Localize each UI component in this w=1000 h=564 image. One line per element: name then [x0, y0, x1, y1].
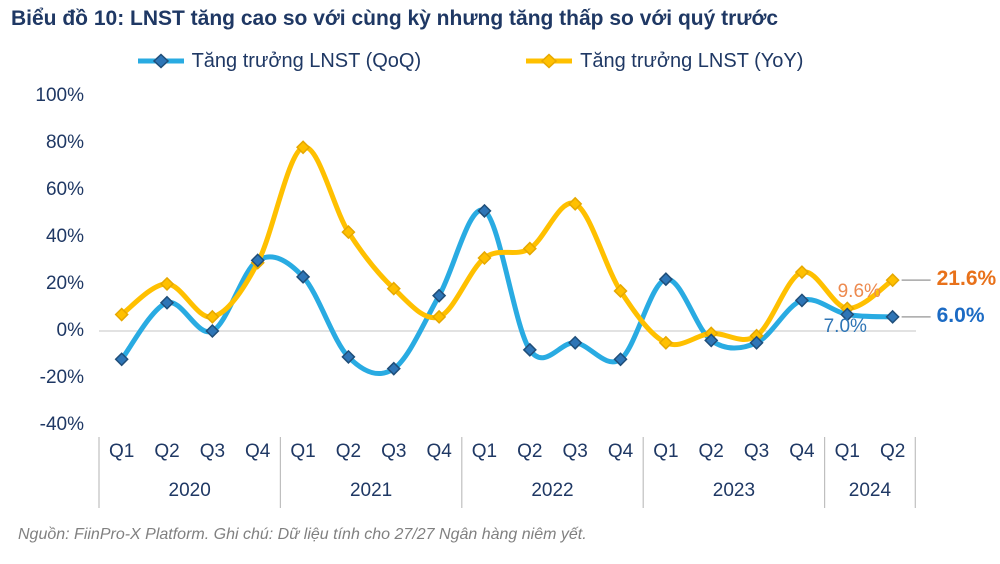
- quarter-label: Q2: [154, 441, 180, 462]
- marker-qoq: [250, 253, 265, 268]
- quarter-label: Q2: [517, 441, 543, 462]
- year-label: 2024: [848, 480, 892, 501]
- quarter-label: Q3: [743, 441, 770, 462]
- marker-qoq: [522, 342, 537, 357]
- marker-yoy: [205, 309, 220, 324]
- marker-qoq: [114, 352, 129, 367]
- marker-qoq: [568, 335, 583, 350]
- data-label-qoq: 7.0%: [823, 315, 867, 337]
- marker-qoq: [885, 309, 900, 324]
- marker-qoq: [296, 269, 311, 284]
- data-label-yoy: 9.6%: [837, 281, 881, 303]
- qoq-line-marker-icon: [137, 53, 184, 69]
- quarter-label: Q3: [381, 441, 407, 462]
- marker-qoq: [159, 295, 175, 310]
- marker-yoy: [794, 265, 809, 280]
- quarter-label: Q3: [562, 441, 588, 462]
- quarter-label: Q4: [789, 441, 815, 462]
- quarter-label: Q4: [426, 441, 452, 462]
- y-tick-label: -40%: [39, 414, 84, 436]
- marker-yoy: [477, 250, 492, 266]
- legend-label-yoy: Tăng trưởng LNST (YoY): [580, 50, 804, 72]
- marker-yoy: [386, 281, 401, 296]
- legend-item-yoy: Tăng trưởng LNST (YoY): [525, 48, 803, 74]
- series-line-yoy: [119, 144, 896, 347]
- marker-yoy: [568, 196, 583, 211]
- marker-qoq: [386, 361, 401, 376]
- legend-item-qoq: Tăng trưởng LNST (QoQ): [137, 48, 422, 74]
- chart-legend: Tăng trưởng LNST (QoQ) Tăng trưởng LNST …: [0, 48, 970, 74]
- marker-qoq: [432, 288, 447, 303]
- quarter-label: Q2: [879, 441, 906, 462]
- marker-qoq: [658, 272, 673, 287]
- quarter-label: Q4: [607, 441, 634, 462]
- year-label: 2021: [349, 480, 393, 501]
- marker-yoy: [296, 140, 311, 155]
- quarter-label: Q1: [653, 441, 679, 462]
- y-tick-label: 100%: [35, 84, 84, 106]
- marker-yoy: [159, 276, 175, 291]
- marker-qoq: [749, 335, 764, 350]
- marker-yoy: [341, 225, 356, 240]
- data-label-qoq: 6.0%: [936, 303, 985, 327]
- marker-qoq: [704, 333, 719, 348]
- year-label: 2022: [531, 480, 574, 501]
- y-tick-label: 40%: [45, 225, 84, 247]
- marker-qoq: [477, 203, 492, 218]
- quarter-label: Q4: [245, 441, 271, 462]
- quarter-label: Q2: [335, 441, 362, 462]
- marker-yoy: [885, 273, 900, 288]
- source-note: Nguồn: FiinPro-X Platform. Ghi chú: Dữ l…: [18, 526, 587, 543]
- legend-label-qoq: Tăng trưởng LNST (QoQ): [191, 50, 422, 72]
- quarter-label: Q1: [108, 441, 135, 462]
- y-tick-label: 80%: [45, 131, 84, 153]
- marker-qoq: [205, 323, 220, 339]
- marker-yoy: [114, 307, 129, 322]
- y-tick-label: 60%: [45, 178, 84, 200]
- marker-yoy: [432, 309, 447, 324]
- quarter-label: Q3: [199, 441, 226, 462]
- page-title: Biểu đồ 10: LNST tăng cao so với cùng kỳ…: [11, 7, 779, 30]
- marker-qoq: [794, 293, 809, 308]
- y-tick-label: 20%: [45, 272, 84, 294]
- marker-yoy: [658, 335, 673, 350]
- yoy-line-marker-icon: [526, 53, 573, 69]
- quarter-label: Q2: [698, 441, 724, 462]
- marker-qoq: [613, 352, 628, 367]
- quarter-label: Q1: [290, 441, 316, 462]
- marker-yoy: [522, 241, 537, 256]
- quarter-label: Q1: [471, 441, 498, 462]
- marker-qoq: [341, 349, 356, 364]
- year-label: 2023: [712, 480, 756, 501]
- y-tick-label: 0%: [56, 320, 84, 341]
- data-label-yoy: 21.6%: [936, 267, 997, 291]
- marker-qoq: [840, 307, 855, 322]
- year-label: 2020: [168, 480, 211, 501]
- marker-yoy: [613, 283, 628, 299]
- quarter-label: Q1: [834, 441, 860, 462]
- y-tick-label: -20%: [39, 367, 84, 389]
